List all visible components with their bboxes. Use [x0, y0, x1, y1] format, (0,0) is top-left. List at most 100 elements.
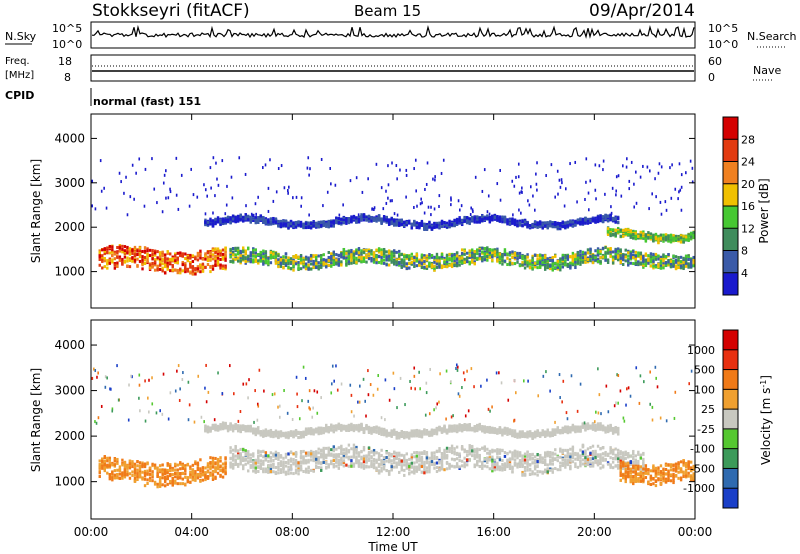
- range-gate-cell: [430, 255, 434, 259]
- range-gate-cell: [262, 262, 265, 266]
- range-gate-cell: [604, 192, 606, 196]
- range-gate-cell: [445, 223, 449, 227]
- nsky-ytick-bottom: 10^0: [52, 38, 82, 51]
- range-gate-cell: [274, 470, 278, 474]
- range-gate-cell: [453, 219, 456, 223]
- range-gate-cell: [679, 188, 682, 192]
- range-gate-cell: [647, 261, 650, 265]
- range-gate-cell: [161, 472, 164, 476]
- range-gate-cell: [242, 464, 245, 468]
- range-gate-cell: [468, 217, 471, 221]
- range-gate-cell: [287, 223, 290, 227]
- range-gate-cell: [196, 462, 200, 466]
- range-gate-cell: [425, 226, 429, 230]
- range-gate-cell: [199, 266, 202, 270]
- range-gate-cell: [121, 458, 124, 462]
- range-gate-cell: [143, 477, 147, 481]
- range-gate-cell: [458, 219, 461, 223]
- range-gate-cell: [556, 263, 559, 267]
- range-gate-cell: [420, 253, 424, 257]
- range-gate-cell: [576, 218, 580, 222]
- range-gate-cell: [279, 464, 283, 468]
- range-gate-cell: [133, 247, 137, 251]
- range-gate-cell: [322, 253, 325, 257]
- range-gate-cell: [599, 256, 602, 260]
- nsky-label: N.Sky: [5, 30, 37, 43]
- range-gate-cell: [468, 249, 471, 253]
- range-gate-cell: [433, 266, 436, 270]
- range-gate-cell: [141, 470, 144, 474]
- range-gate-cell: [234, 448, 237, 452]
- range-gate-cell: [204, 265, 207, 269]
- range-gate-cell: [457, 199, 460, 203]
- range-gate-cell: [550, 163, 553, 167]
- range-gate-cell: [221, 468, 225, 472]
- range-gate-cell: [340, 217, 343, 221]
- range-gate-cell: [370, 252, 373, 256]
- range-gate-cell: [576, 251, 580, 255]
- range-gate-cell: [375, 261, 378, 265]
- range-gate-cell: [483, 247, 486, 251]
- range-gate-cell: [284, 224, 288, 228]
- range-gate-cell: [692, 255, 695, 259]
- range-gate-cell: [434, 178, 436, 182]
- range-gate-cell: [564, 259, 567, 263]
- range-gate-cell: [546, 263, 549, 267]
- range-gate-cell: [425, 228, 429, 232]
- range-gate-cell: [395, 222, 398, 226]
- range-gate-cell: [435, 221, 439, 225]
- range-gate-cell: [622, 258, 625, 262]
- range-gate-cell: [239, 249, 242, 253]
- range-gate-cell: [689, 259, 693, 263]
- range-gate-cell: [536, 254, 539, 258]
- range-gate-cell: [498, 255, 502, 259]
- range-gate-cell: [629, 234, 632, 238]
- range-gate-cell: [496, 249, 499, 253]
- range-gate-cell: [415, 225, 419, 229]
- range-gate-cell: [569, 261, 572, 265]
- range-gate-cell: [352, 214, 356, 218]
- range-gate-cell: [591, 261, 595, 265]
- range-gate-cell: [317, 261, 320, 265]
- range-gate-cell: [123, 191, 125, 195]
- range-gate-cell: [345, 256, 348, 260]
- range-gate-cell: [430, 224, 434, 228]
- range-gate-cell: [619, 258, 622, 262]
- range-gate-cell: [136, 469, 139, 473]
- range-gate-cell: [209, 253, 212, 257]
- range-gate-cell: [254, 255, 257, 259]
- range-gate-cell: [517, 162, 520, 166]
- range-gate-cell: [611, 261, 615, 265]
- range-gate-cell: [141, 255, 144, 259]
- range-gate-cell: [511, 217, 514, 221]
- range-gate-cell: [177, 207, 180, 211]
- range-gate-cell: [330, 258, 333, 262]
- range-gate-cell: [143, 262, 147, 266]
- range-gate-cell: [106, 463, 109, 467]
- range-gate-cell: [465, 260, 469, 264]
- range-gate-cell: [239, 254, 242, 258]
- y-tick-label: 3000: [54, 176, 85, 190]
- range-gate-cell: [450, 223, 454, 227]
- range-gate-cell: [111, 463, 114, 467]
- range-gate-cell: [471, 217, 474, 221]
- range-gate-cell: [400, 261, 403, 265]
- range-gate-cell: [561, 224, 565, 228]
- range-gate-cell: [191, 269, 195, 273]
- range-gate-cell: [282, 456, 285, 460]
- range-gate-cell: [277, 457, 280, 461]
- range-gate-cell: [171, 480, 174, 484]
- range-gate-cell: [158, 267, 162, 271]
- range-gate-cell: [262, 461, 265, 465]
- range-gate-cell: [536, 225, 539, 229]
- range-gate-cell: [239, 447, 242, 451]
- range-gate-cell: [133, 462, 137, 466]
- range-gate-cell: [367, 257, 371, 261]
- range-gate-cell: [589, 179, 592, 183]
- range-gate-cell: [234, 257, 237, 261]
- range-gate-cell: [156, 201, 158, 205]
- range-gate-cell: [151, 249, 154, 253]
- range-gate-cell: [357, 217, 361, 221]
- range-gate-cell: [632, 232, 635, 236]
- range-gate-cell: [624, 228, 627, 232]
